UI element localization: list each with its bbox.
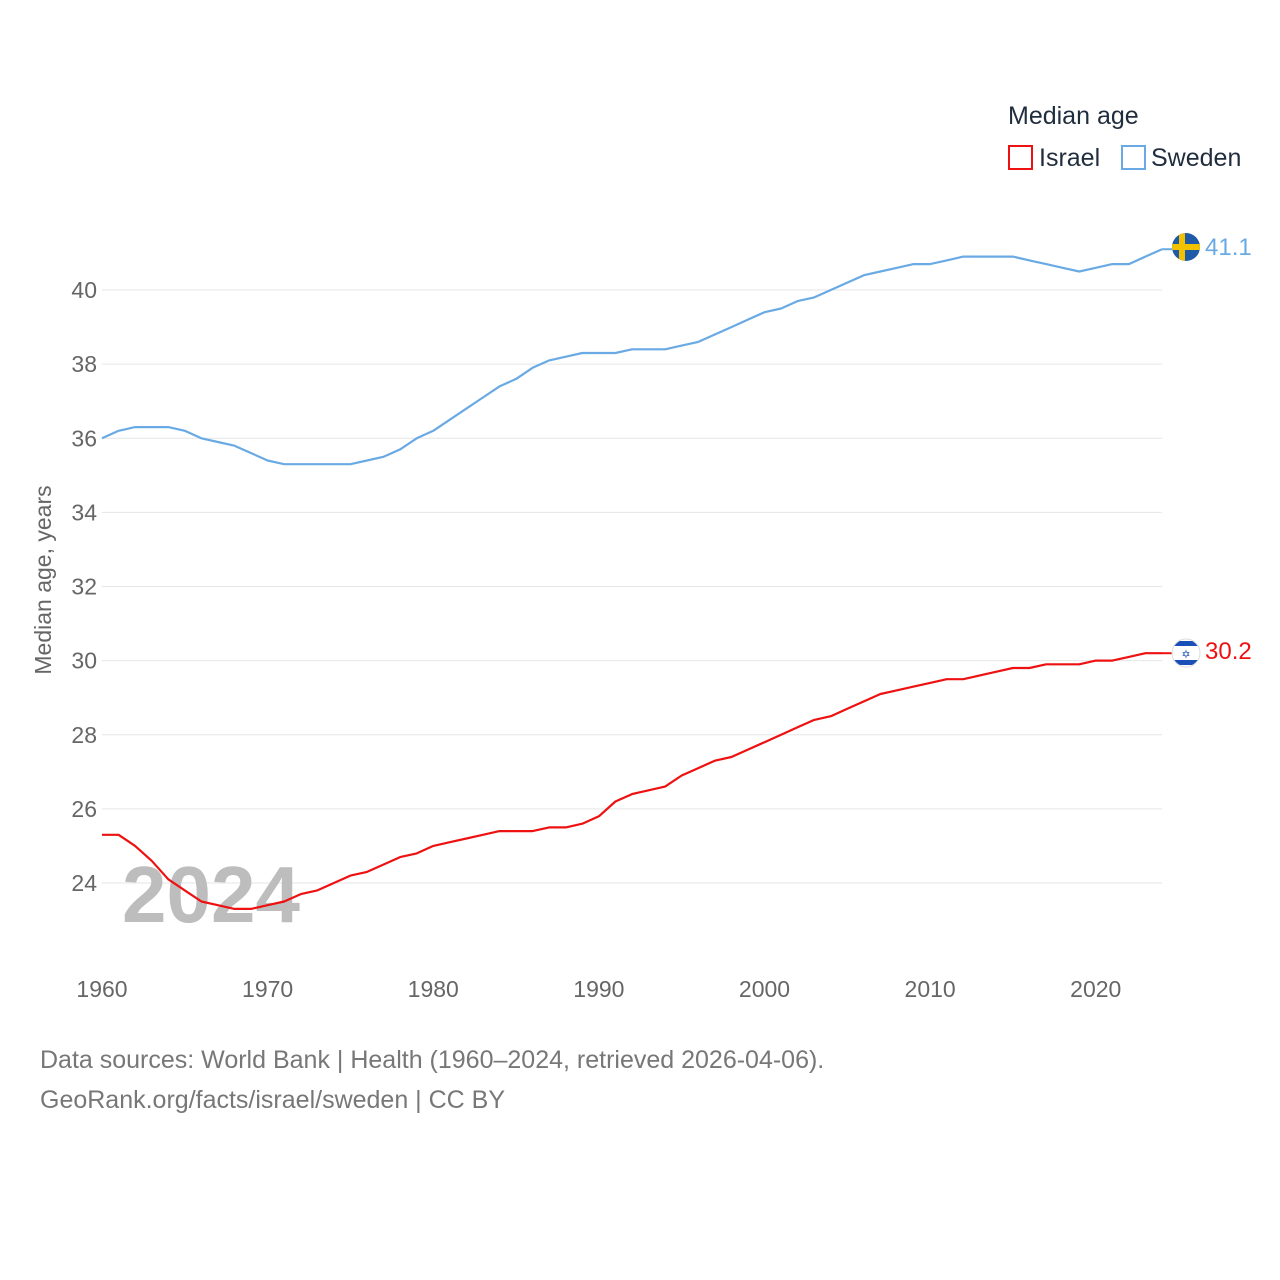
- y-tick-label: 28: [71, 722, 97, 748]
- y-tick-label: 26: [71, 796, 97, 822]
- x-tick-label: 1990: [573, 976, 624, 1002]
- x-tick-label: 2020: [1070, 976, 1121, 1002]
- israel-flag-icon: ✡: [1171, 638, 1201, 668]
- series-line-israel[interactable]: [102, 652, 1162, 910]
- series-line-sweden[interactable]: [101, 248, 1163, 466]
- y-axis-ticks: 24 26 28 30 32 34 36 38 40: [71, 277, 97, 896]
- legend-swatch-sweden[interactable]: [1121, 145, 1146, 170]
- x-tick-label: 2000: [739, 976, 790, 1002]
- footer-link[interactable]: GeoRank.org/facts/israel/sweden | CC BY: [40, 1086, 506, 1114]
- x-tick-label: 1970: [242, 976, 293, 1002]
- y-tick-label: 40: [71, 277, 97, 303]
- israel-end-value: 30.2: [1205, 638, 1252, 665]
- svg-text:✡: ✡: [1181, 648, 1190, 661]
- y-tick-label: 30: [71, 648, 97, 674]
- grid-lines: [102, 289, 1162, 884]
- legend-label-sweden[interactable]: Sweden: [1151, 144, 1241, 172]
- y-tick-label: 38: [71, 351, 97, 377]
- y-axis-title: Median age, years: [30, 485, 56, 674]
- legend-title: Median age: [1008, 102, 1139, 130]
- y-tick-label: 34: [71, 499, 97, 525]
- sweden-flag-icon: [1172, 233, 1200, 261]
- legend-swatch-israel[interactable]: [1008, 145, 1033, 170]
- x-tick-label: 1980: [408, 976, 459, 1002]
- series-lines: [101, 248, 1172, 910]
- footer-sources: Data sources: World Bank | Health (1960–…: [40, 1046, 825, 1074]
- x-tick-label: 2010: [905, 976, 956, 1002]
- y-tick-label: 32: [71, 574, 97, 600]
- legend-label-israel[interactable]: Israel: [1039, 144, 1100, 172]
- y-tick-label: 36: [71, 425, 97, 451]
- y-tick-label: 24: [71, 870, 97, 896]
- year-watermark: 2024: [122, 850, 300, 939]
- footer: Data sources: World Bank | Health (1960–…: [40, 1040, 824, 1120]
- x-tick-label: 1960: [76, 976, 127, 1002]
- sweden-end-value: 41.1: [1205, 234, 1252, 261]
- legend: Median age Israel Sweden: [1008, 102, 1241, 172]
- x-axis-ticks: 1960 1970 1980 1990 2000 2010 2020: [76, 976, 1121, 1002]
